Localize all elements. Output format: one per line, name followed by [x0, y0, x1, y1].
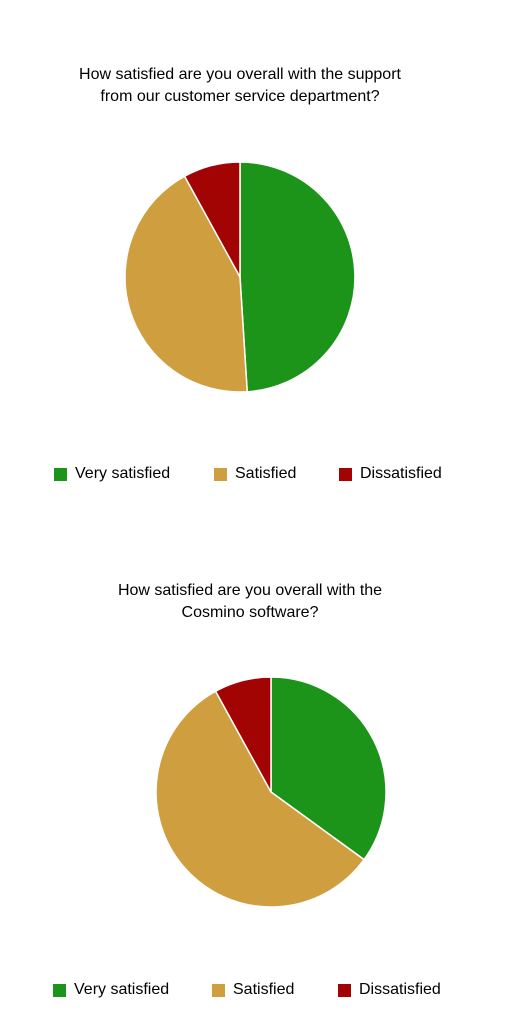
slice-very-satisfied	[270, 676, 387, 861]
chart-title-line: Cosmino software?	[181, 604, 319, 621]
pie-chart	[155, 676, 387, 908]
chart-title: How satisfied are you overall with the C…	[0, 580, 500, 624]
legend-swatch-dissatisfied	[338, 983, 351, 997]
slice-satisfied	[124, 175, 249, 393]
chart-cosmino-software: How satisfied are you overall with the C…	[0, 512, 508, 1024]
legend-item-dissatisfied: Dissatisfied	[339, 464, 442, 484]
legend-label: Dissatisfied	[359, 981, 441, 998]
legend-swatch-satisfied	[214, 467, 227, 481]
legend-label: Satisfied	[233, 981, 295, 998]
legend-swatch-very-satisfied	[53, 983, 66, 997]
legend-item-satisfied: Satisfied	[214, 464, 296, 484]
pie-chart	[124, 161, 356, 393]
chart-title-line: from our customer service department?	[100, 88, 380, 105]
legend-label: Satisfied	[235, 465, 297, 482]
legend-swatch-very-satisfied	[54, 467, 67, 481]
chart-title-line: How satisfied are you overall with the	[117, 582, 383, 599]
slice-dissatisfied	[214, 676, 272, 793]
legend-label: Very satisfied	[74, 981, 170, 998]
legend-swatch-satisfied	[212, 983, 225, 997]
legend-item-dissatisfied: Dissatisfied	[338, 980, 441, 1000]
legend: Very satisfied Satisfied Dissatisfied	[0, 464, 508, 484]
slice-satisfied	[155, 690, 366, 908]
chart-title: How satisfied are you overall with the s…	[0, 64, 480, 108]
chart-customer-service: How satisfied are you overall with the s…	[0, 64, 508, 484]
legend-item-very-satisfied: Very satisfied	[53, 980, 169, 1000]
slice-dissatisfied	[183, 161, 241, 278]
legend: Very satisfied Satisfied Dissatisfied	[0, 980, 508, 1000]
legend-label: Very satisfied	[75, 465, 171, 482]
legend-swatch-dissatisfied	[339, 467, 352, 481]
legend-label: Dissatisfied	[360, 465, 442, 482]
chart-title-line: How satisfied are you overall with the s…	[79, 66, 401, 83]
legend-item-satisfied: Satisfied	[212, 980, 294, 1000]
legend-item-very-satisfied: Very satisfied	[54, 464, 170, 484]
slice-very-satisfied	[239, 161, 356, 393]
